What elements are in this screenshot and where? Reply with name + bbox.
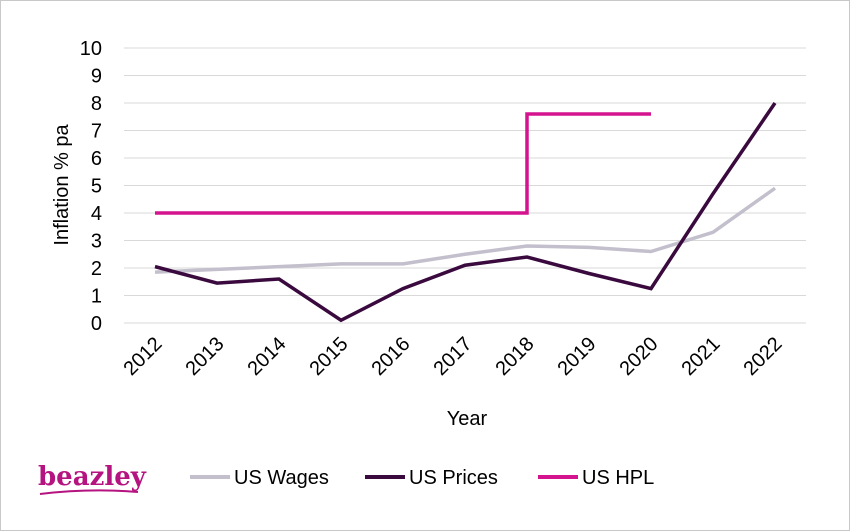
legend-label: US Prices bbox=[409, 467, 498, 489]
y-tick-label: 3 bbox=[91, 231, 102, 253]
series-line-us-prices bbox=[154, 102, 777, 323]
logo-text: beazley bbox=[38, 462, 147, 492]
y-tick-label: 0 bbox=[91, 313, 102, 335]
y-axis-label: Inflation % pa bbox=[51, 124, 73, 246]
y-tick-label: 7 bbox=[91, 121, 102, 143]
series-line-us-hpl bbox=[155, 112, 651, 215]
logo-swoosh bbox=[39, 489, 139, 495]
series-line-us-wages bbox=[154, 186, 777, 274]
legend-label: US Wages bbox=[234, 467, 329, 489]
series-lines bbox=[154, 102, 777, 323]
y-tick-label: 8 bbox=[91, 93, 102, 115]
x-tick-label: 2021 bbox=[678, 333, 725, 380]
x-tick-label: 2012 bbox=[120, 333, 167, 380]
y-tick-label: 1 bbox=[91, 286, 102, 308]
beazley-logo: beazley bbox=[38, 462, 147, 495]
x-tick-label: 2020 bbox=[616, 333, 663, 380]
x-tick-label: 2016 bbox=[368, 333, 415, 380]
x-axis-label: Year bbox=[447, 408, 488, 430]
y-tick-label: 4 bbox=[91, 203, 102, 225]
gridlines bbox=[124, 47, 806, 324]
legend: US Wages US Prices US HPL bbox=[190, 467, 654, 489]
y-tick-label: 5 bbox=[91, 176, 102, 198]
x-tick-label: 2022 bbox=[740, 333, 787, 380]
y-tick-label: 10 bbox=[80, 38, 102, 60]
y-axis-ticks: 0 1 2 3 4 5 6 7 8 9 10 bbox=[80, 38, 102, 335]
y-tick-label: 2 bbox=[91, 258, 102, 280]
y-tick-label: 6 bbox=[91, 148, 102, 170]
x-tick-label: 2013 bbox=[182, 333, 229, 380]
legend-label: US HPL bbox=[582, 467, 654, 489]
x-tick-label: 2015 bbox=[306, 333, 353, 380]
x-tick-label: 2019 bbox=[554, 333, 601, 380]
x-tick-label: 2017 bbox=[430, 333, 477, 380]
x-axis-ticks: 2012 2013 2014 2015 2016 2017 2018 2019 2020 2021… bbox=[120, 333, 787, 380]
x-tick-label: 2014 bbox=[244, 333, 291, 380]
y-tick-label: 9 bbox=[91, 66, 102, 88]
x-tick-label: 2018 bbox=[492, 333, 539, 380]
